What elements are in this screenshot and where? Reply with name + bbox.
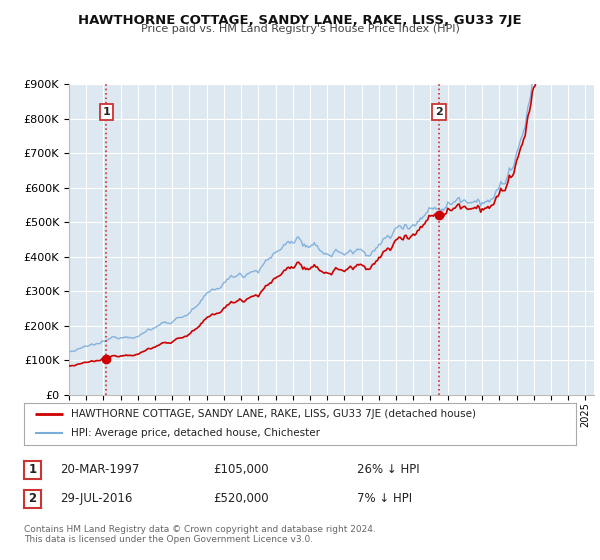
Text: 1: 1 xyxy=(28,463,37,477)
Text: 2: 2 xyxy=(435,107,443,117)
Text: Price paid vs. HM Land Registry's House Price Index (HPI): Price paid vs. HM Land Registry's House … xyxy=(140,24,460,34)
Text: HAWTHORNE COTTAGE, SANDY LANE, RAKE, LISS, GU33 7JE (detached house): HAWTHORNE COTTAGE, SANDY LANE, RAKE, LIS… xyxy=(71,409,476,419)
Text: Contains HM Land Registry data © Crown copyright and database right 2024.
This d: Contains HM Land Registry data © Crown c… xyxy=(24,525,376,544)
Text: 29-JUL-2016: 29-JUL-2016 xyxy=(60,492,133,506)
Text: 2: 2 xyxy=(28,492,37,506)
Text: HAWTHORNE COTTAGE, SANDY LANE, RAKE, LISS, GU33 7JE: HAWTHORNE COTTAGE, SANDY LANE, RAKE, LIS… xyxy=(78,14,522,27)
Text: 20-MAR-1997: 20-MAR-1997 xyxy=(60,463,139,477)
Text: 1: 1 xyxy=(103,107,110,117)
Text: £520,000: £520,000 xyxy=(213,492,269,506)
Text: HPI: Average price, detached house, Chichester: HPI: Average price, detached house, Chic… xyxy=(71,428,320,438)
Text: £105,000: £105,000 xyxy=(213,463,269,477)
Text: 26% ↓ HPI: 26% ↓ HPI xyxy=(357,463,419,477)
Text: 7% ↓ HPI: 7% ↓ HPI xyxy=(357,492,412,506)
